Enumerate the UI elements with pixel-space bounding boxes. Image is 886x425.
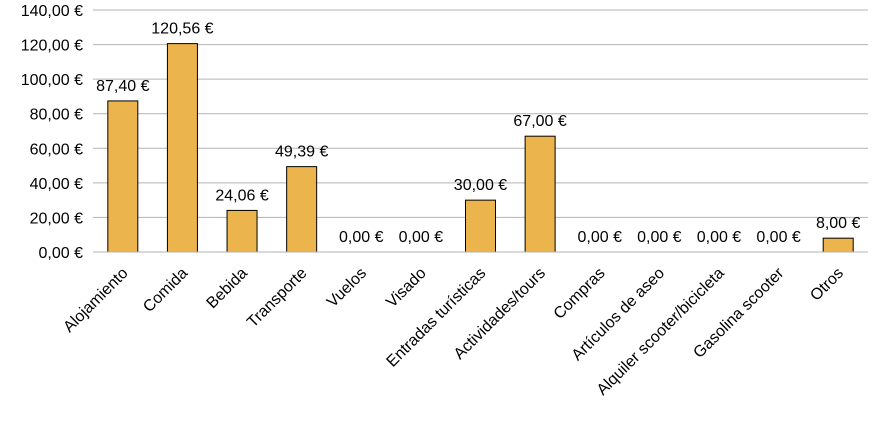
x-category-label: Otros: [807, 265, 847, 305]
x-category-label: Alojamiento: [60, 265, 131, 336]
x-category-label: Comida: [140, 265, 191, 316]
y-tick-label: 0,00 €: [39, 245, 84, 262]
y-tick-label: 100,00 €: [21, 72, 83, 89]
data-labels: 87,40 € 120,56 € 24,06 € 49,39 € 0,00 € 0,00 …: [96, 21, 860, 246]
x-category-label: Vuelos: [324, 265, 370, 311]
bar: [226, 209, 258, 253]
data-label: 49,39 €: [275, 144, 328, 161]
y-tick-label: 40,00 €: [30, 176, 83, 193]
data-label: 87,40 €: [96, 78, 149, 95]
x-category-label: Visado: [383, 265, 429, 311]
x-category-label: Transporte: [244, 265, 310, 331]
data-label: 0,00 €: [399, 229, 444, 246]
bar: [465, 199, 496, 253]
data-label: 67,00 €: [513, 113, 566, 130]
grid-lines: [93, 9, 868, 253]
y-tick-label: 60,00 €: [30, 141, 83, 158]
y-tick-label: 140,00 €: [21, 3, 83, 20]
y-tick-label: 120,00 €: [21, 38, 83, 55]
data-label: 24,06 €: [215, 187, 268, 204]
y-tick-label: 80,00 €: [30, 107, 83, 124]
bar: [822, 237, 854, 253]
x-category-label: Bebida: [204, 265, 251, 312]
x-category-label: Entradas turísticas: [384, 265, 490, 371]
data-label: 120,56 €: [151, 21, 213, 38]
data-label: 0,00 €: [339, 229, 384, 246]
x-category-label: Compras: [551, 265, 609, 323]
y-axis-tick-labels: 0,00 € 20,00 € 40,00 € 60,00 € 80,00 € 100,00…: [21, 3, 83, 262]
y-tick-label: 20,00 €: [30, 210, 83, 227]
data-label: 0,00 €: [756, 229, 801, 246]
bar: [107, 100, 139, 253]
bars: [107, 43, 854, 253]
data-label: 0,00 €: [577, 229, 622, 246]
data-label: 8,00 €: [816, 215, 861, 232]
bar: [166, 43, 198, 253]
bar: [286, 166, 318, 253]
data-label: 0,00 €: [637, 229, 682, 246]
bar: [524, 135, 556, 253]
data-label: 0,00 €: [697, 229, 742, 246]
data-label: 30,00 €: [454, 177, 507, 194]
